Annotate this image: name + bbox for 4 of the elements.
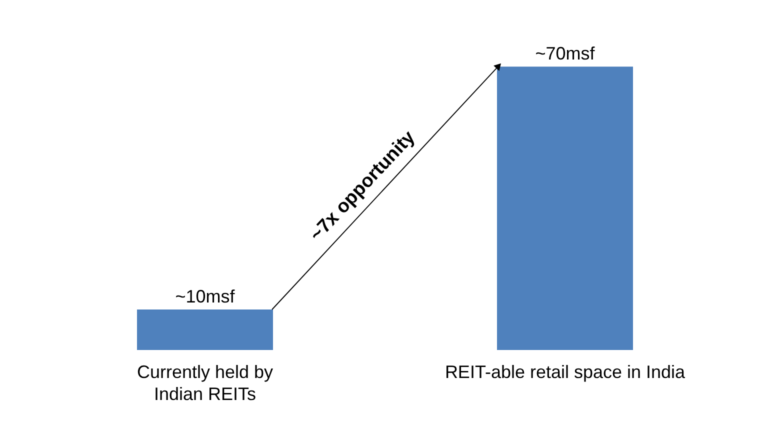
x-tick-label: REIT-able retail space in India	[444, 362, 686, 382]
x-tick-label: Currently held by Indian REITs	[136, 362, 274, 404]
data-label: ~70msf	[535, 44, 596, 64]
data-label: ~10msf	[175, 286, 236, 307]
